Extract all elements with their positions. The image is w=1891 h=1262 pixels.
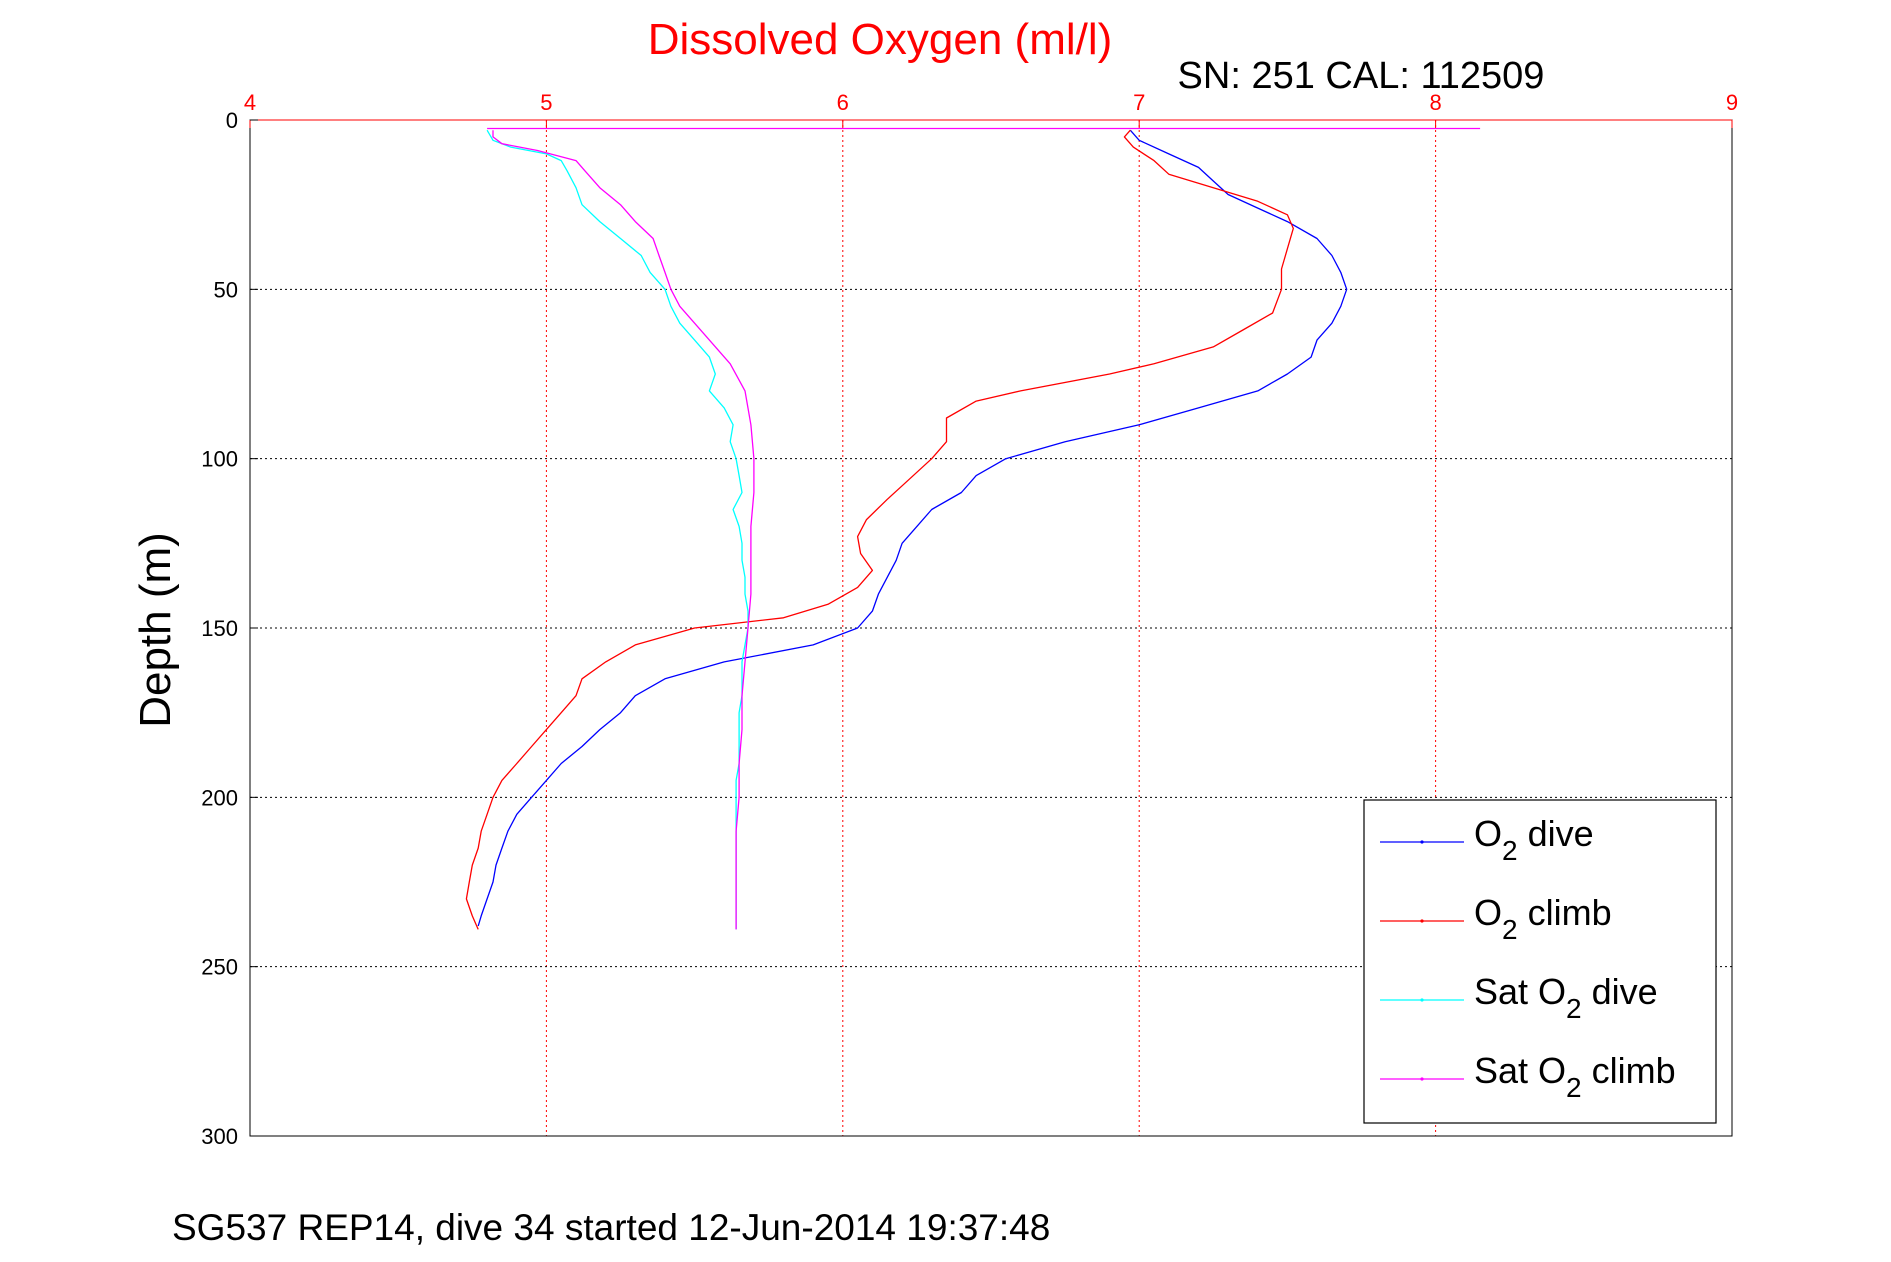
legend-label-rest: climb <box>1518 892 1612 933</box>
series-line-3 <box>486 129 749 930</box>
x-tick-label: 9 <box>1726 90 1738 115</box>
legend-label-subscript: 2 <box>1566 993 1582 1024</box>
footer-caption: SG537 REP14, dive 34 started 12-Jun-2014… <box>172 1207 1050 1248</box>
y-tick-label: 200 <box>201 785 238 810</box>
series-group <box>465 127 1481 930</box>
legend-label-base: Sat O <box>1474 1050 1566 1091</box>
chart-title: Dissolved Oxygen (ml/l) <box>648 15 1113 64</box>
y-tick-label: 0 <box>226 108 238 133</box>
legend-marker <box>1420 1077 1424 1081</box>
series-line-4 <box>492 130 755 930</box>
legend-marker <box>1420 840 1424 844</box>
x-tick-label: 5 <box>540 90 552 115</box>
series-line-1 <box>477 129 1348 927</box>
y-axis-label: Depth (m) <box>131 532 180 728</box>
y-tick-label: 250 <box>201 955 238 980</box>
legend-label-rest: dive <box>1582 971 1658 1012</box>
legend-label: Sat O2 dive <box>1474 971 1658 1024</box>
y-tick-label: 50 <box>214 277 238 302</box>
legend-label-base: Sat O <box>1474 971 1566 1012</box>
y-tick-label: 150 <box>201 616 238 641</box>
y-tick-label: 300 <box>201 1124 238 1149</box>
legend-label-subscript: 2 <box>1502 914 1518 945</box>
x-tick-label: 6 <box>837 90 849 115</box>
x-tick-label: 8 <box>1429 90 1441 115</box>
series-line-2 <box>465 129 1294 930</box>
legend-label-rest: dive <box>1518 813 1594 854</box>
x-axis-ticks: 4 5 6 7 8 9 <box>244 90 1738 128</box>
chart-subtitle: SN: 251 CAL: 112509 <box>1178 55 1545 97</box>
legend-label-base: O <box>1474 813 1502 854</box>
x-tick-label: 7 <box>1133 90 1145 115</box>
legend-label-subscript: 2 <box>1566 1072 1582 1103</box>
legend-label: Sat O2 climb <box>1474 1050 1676 1103</box>
legend-label: O2 climb <box>1474 892 1612 945</box>
x-tick-label: 4 <box>244 90 256 115</box>
legend-label: O2 dive <box>1474 813 1594 866</box>
legend-box <box>1363 799 1717 1124</box>
legend-label-base: O <box>1474 892 1502 933</box>
legend-label-rest: climb <box>1582 1050 1676 1091</box>
legend-marker <box>1420 998 1424 1002</box>
legend-marker <box>1420 919 1424 923</box>
y-tick-label: 100 <box>201 447 238 472</box>
legend-label-subscript: 2 <box>1502 835 1518 866</box>
y-axis-ticks: 0 50 100 150 200 250 300 <box>201 108 258 1149</box>
